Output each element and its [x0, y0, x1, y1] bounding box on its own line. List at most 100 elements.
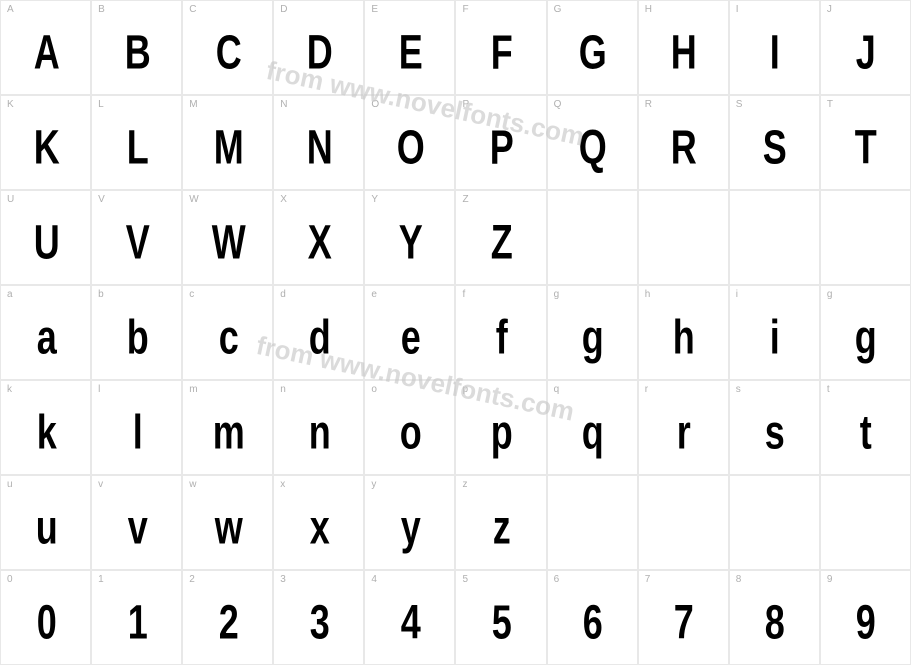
glyph-cell	[729, 190, 820, 285]
glyph-cell: mm	[182, 380, 273, 475]
glyph-sample: H	[671, 26, 696, 81]
glyph-label: 4	[371, 574, 377, 585]
glyph-sample: 6	[583, 596, 602, 651]
glyph-cell: 44	[364, 570, 455, 665]
glyph-sample: r	[677, 406, 690, 461]
glyph-sample: s	[765, 406, 784, 461]
glyph-cell: TT	[820, 95, 911, 190]
glyph-label: y	[371, 479, 376, 490]
glyph-sample: I	[770, 26, 779, 81]
glyph-cell	[638, 475, 729, 570]
glyph-label: D	[280, 4, 287, 15]
glyph-sample: 0	[36, 596, 55, 651]
glyph-cell: bb	[91, 285, 182, 380]
glyph-sample: q	[582, 406, 602, 461]
glyph-sample: z	[493, 501, 510, 556]
glyph-sample: i	[770, 311, 779, 366]
glyph-cell: xx	[273, 475, 364, 570]
glyph-sample: b	[126, 311, 146, 366]
glyph-sample: W	[211, 216, 243, 271]
glyph-cell: ff	[455, 285, 546, 380]
glyph-sample: X	[308, 216, 331, 271]
glyph-label: C	[189, 4, 196, 15]
glyph-label: V	[98, 194, 105, 205]
glyph-label: q	[554, 384, 560, 395]
glyph-label: Q	[554, 99, 562, 110]
glyph-label: E	[371, 4, 378, 15]
glyph-label: b	[98, 289, 104, 300]
glyph-label: P	[462, 99, 469, 110]
glyph-sample: Y	[399, 216, 422, 271]
glyph-cell: yy	[364, 475, 455, 570]
glyph-cell: QQ	[547, 95, 638, 190]
glyph-label: h	[645, 289, 651, 300]
glyph-label: W	[189, 194, 198, 205]
glyph-label: m	[189, 384, 197, 395]
glyph-cell: uu	[0, 475, 91, 570]
glyph-cell: 22	[182, 570, 273, 665]
glyph-label: Y	[371, 194, 378, 205]
glyph-sample: N	[307, 121, 332, 176]
glyph-cell: GG	[547, 0, 638, 95]
glyph-sample: 7	[674, 596, 693, 651]
glyph-label: G	[554, 4, 562, 15]
glyph-cell: PP	[455, 95, 546, 190]
glyph-sample: U	[33, 216, 58, 271]
glyph-label: a	[7, 289, 13, 300]
glyph-sample: y	[401, 501, 420, 556]
glyph-label: X	[280, 194, 287, 205]
glyph-sample: c	[218, 311, 237, 366]
glyph-label: p	[462, 384, 468, 395]
glyph-sample: l	[132, 406, 141, 461]
glyph-sample: E	[399, 26, 422, 81]
glyph-cell: vv	[91, 475, 182, 570]
glyph-cell: CC	[182, 0, 273, 95]
glyph-label: v	[98, 479, 103, 490]
glyph-label: Z	[462, 194, 468, 205]
glyph-sample: A	[33, 26, 58, 81]
glyph-sample: 3	[310, 596, 329, 651]
glyph-sample: p	[491, 406, 511, 461]
glyph-cell: AA	[0, 0, 91, 95]
glyph-cell: LL	[91, 95, 182, 190]
glyph-label: M	[189, 99, 197, 110]
glyph-label: t	[827, 384, 830, 395]
glyph-label: N	[280, 99, 287, 110]
glyph-cell: ww	[182, 475, 273, 570]
glyph-cell: rr	[638, 380, 729, 475]
glyph-sample: P	[490, 121, 513, 176]
glyph-sample: S	[763, 121, 786, 176]
glyph-sample: x	[310, 501, 329, 556]
glyph-cell: pp	[455, 380, 546, 475]
glyph-sample: K	[33, 121, 58, 176]
glyph-sample: g	[582, 311, 602, 366]
glyph-sample: R	[671, 121, 696, 176]
glyph-label: n	[280, 384, 286, 395]
glyph-cell: HH	[638, 0, 729, 95]
glyph-sample: B	[124, 26, 149, 81]
glyph-label: s	[736, 384, 741, 395]
glyph-sample: D	[307, 26, 332, 81]
glyph-cell: tt	[820, 380, 911, 475]
glyph-cell: FF	[455, 0, 546, 95]
glyph-sample: m	[212, 406, 243, 461]
glyph-sample: o	[400, 406, 420, 461]
glyph-cell: zz	[455, 475, 546, 570]
glyph-cell	[820, 190, 911, 285]
glyph-label: O	[371, 99, 379, 110]
glyph-cell: cc	[182, 285, 273, 380]
glyph-cell: oo	[364, 380, 455, 475]
glyph-cell: NN	[273, 95, 364, 190]
glyph-sample: T	[855, 121, 875, 176]
glyph-label: 0	[7, 574, 13, 585]
glyph-label: 8	[736, 574, 742, 585]
glyph-sample: Z	[491, 216, 511, 271]
glyph-cell: 00	[0, 570, 91, 665]
glyph-cell	[547, 475, 638, 570]
glyph-cell	[820, 475, 911, 570]
glyph-label: K	[7, 99, 14, 110]
glyph-label: g	[554, 289, 560, 300]
glyph-label: S	[736, 99, 743, 110]
glyph-cell: SS	[729, 95, 820, 190]
glyph-label: w	[189, 479, 196, 490]
